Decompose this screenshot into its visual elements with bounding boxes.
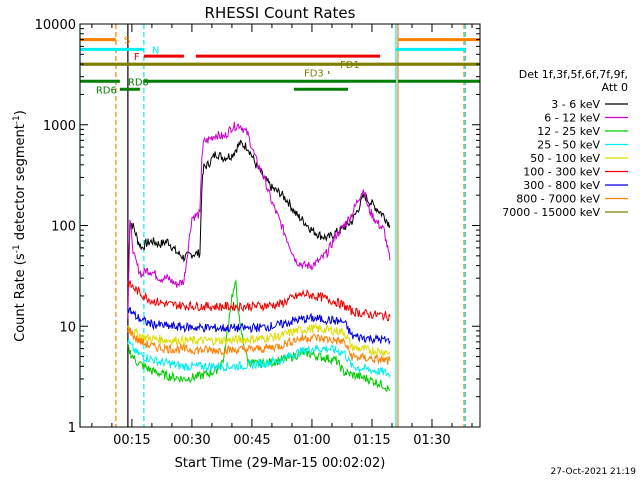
flag-label-fd3: FD3 bbox=[304, 69, 324, 80]
chart-title: RHESSI Count Rates bbox=[205, 4, 356, 22]
timestamp: 27-Oct-2021 21:19 bbox=[551, 467, 637, 477]
y-axis-label-exp-2: -1 bbox=[12, 115, 22, 124]
x-tick-label-3: 00:45 bbox=[233, 433, 270, 448]
legend-label-9: 7000 - 15000 keV bbox=[502, 206, 600, 219]
flag-label-s: S bbox=[124, 36, 130, 47]
flag-label-rd6: RD6 bbox=[96, 85, 117, 96]
flag-label-n: N bbox=[152, 45, 159, 56]
legend: Det 1f,3f,5f,6f,7f,9f, Att 0 3 - 6 keV6 … bbox=[502, 68, 628, 219]
y-tick-label-5: 10000 bbox=[35, 18, 76, 33]
legend-label-3: 12 - 25 keV bbox=[537, 125, 600, 138]
x-tick-label-1: 00:15 bbox=[113, 433, 150, 448]
series-line-7 bbox=[127, 307, 391, 346]
y-axis-label: Count Rate (s-1 detector segment-1) bbox=[12, 110, 28, 342]
x-tick-label-5: 01:15 bbox=[353, 433, 390, 448]
y-axis-label-part-2: detector segment bbox=[13, 124, 28, 244]
legend-header-line-2: Att 0 bbox=[602, 81, 628, 94]
legend-label-8: 800 - 7000 keV bbox=[516, 193, 600, 206]
series-line-3 bbox=[127, 279, 391, 392]
legend-label-6: 100 - 300 keV bbox=[523, 166, 600, 179]
flag-label-rd0: RD0 bbox=[128, 77, 149, 88]
y-tick-label-4: 1000 bbox=[43, 119, 76, 134]
series-line-5 bbox=[127, 322, 391, 358]
flag-label-f: F bbox=[134, 52, 140, 63]
legend-header-line-1: Det 1f,3f,5f,6f,7f,9f, bbox=[519, 68, 628, 81]
y-tick-label-2: 10 bbox=[59, 320, 76, 335]
y-axis-label-part-1: Count Rate (s bbox=[13, 253, 28, 342]
legend-label-4: 25 - 50 keV bbox=[537, 139, 600, 152]
series-line-2 bbox=[127, 121, 391, 319]
legend-label-1: 3 - 6 keV bbox=[551, 98, 600, 111]
x-tick-label-2: 00:30 bbox=[173, 433, 210, 448]
x-tick-label-4: 01:00 bbox=[293, 433, 330, 448]
series-line-4 bbox=[127, 338, 391, 378]
y-tick-label-3: 100 bbox=[51, 220, 76, 235]
y-tick-label-1: 1 bbox=[68, 421, 76, 436]
series-line-8 bbox=[127, 326, 391, 365]
x-tick-label-6: 01:30 bbox=[413, 433, 450, 448]
legend-label-5: 50 - 100 keV bbox=[530, 152, 600, 165]
y-axis-label-exp-1: -1 bbox=[12, 244, 22, 253]
legend-label-7: 300 - 800 keV bbox=[523, 179, 600, 192]
x-axis-label: Start Time (29-Mar-15 00:02:02) bbox=[175, 456, 386, 471]
series-line-6 bbox=[127, 280, 391, 322]
legend-label-2: 6 - 12 keV bbox=[544, 112, 600, 125]
y-axis-label-part-3: ) bbox=[13, 110, 28, 115]
